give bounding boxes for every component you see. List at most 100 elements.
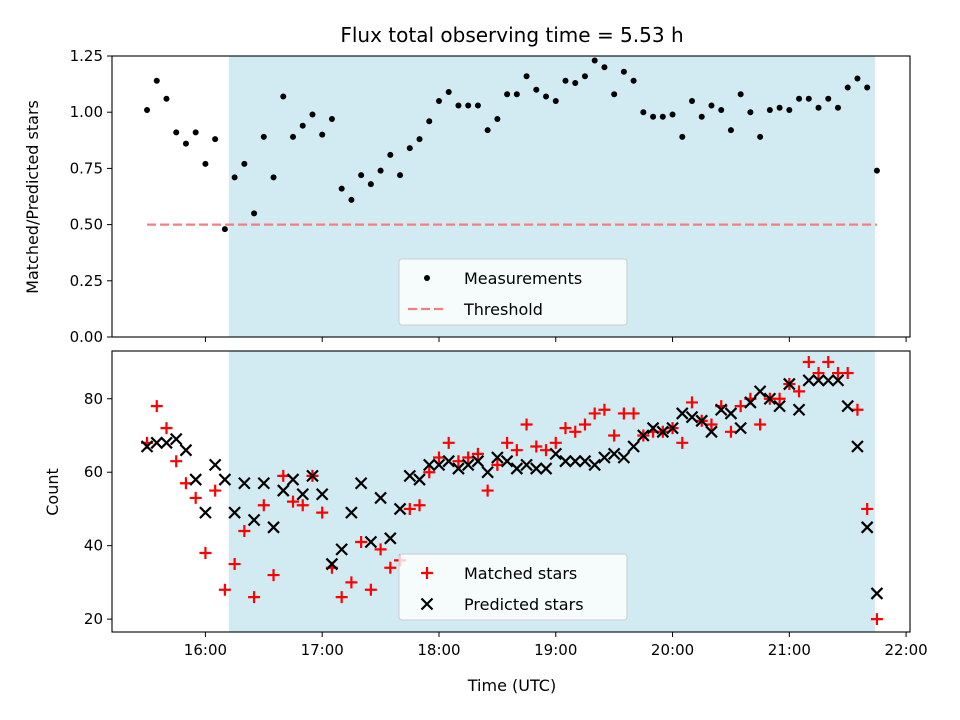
data-point (474, 102, 481, 109)
data-point (718, 106, 725, 113)
data-point (160, 422, 173, 435)
data-point (413, 499, 426, 512)
data-point (588, 407, 601, 420)
data-point (510, 462, 524, 475)
data-point (231, 174, 238, 181)
data-point (864, 84, 871, 91)
data-point (228, 558, 241, 571)
legend: Measurements Threshold (398, 258, 628, 326)
data-point (737, 91, 744, 98)
data-point (685, 410, 699, 424)
data-point (481, 465, 494, 479)
data-point (189, 491, 202, 504)
data-point (533, 86, 540, 93)
data-point (504, 91, 511, 98)
data-point (513, 91, 520, 98)
x-tick-label: 19:00 (534, 641, 577, 659)
data-point (796, 95, 803, 102)
data-point (793, 385, 806, 398)
x-axis-label: Time (UTC) (467, 676, 556, 695)
data-point (296, 487, 310, 501)
data-point (617, 451, 631, 464)
legend-box (398, 258, 628, 326)
data-point (209, 484, 222, 497)
data-point (620, 68, 627, 75)
data-point (753, 385, 767, 398)
data-point (601, 64, 608, 71)
data-point (435, 97, 442, 104)
data-point (296, 499, 309, 512)
data-point (549, 447, 563, 461)
data-point (374, 491, 387, 505)
axes-frame (111, 350, 911, 633)
x-tick-label: 20:00 (651, 641, 694, 659)
data-point (445, 88, 452, 95)
data-point (287, 495, 300, 508)
data-point (747, 109, 754, 116)
data-point (494, 115, 501, 122)
series-measurements (144, 57, 880, 233)
data-point (257, 499, 270, 512)
data-point (530, 462, 543, 475)
data-point (686, 396, 699, 409)
data-point (705, 418, 718, 431)
data-point (608, 429, 621, 442)
data-point (384, 532, 397, 545)
data-point (805, 95, 812, 102)
data-point (173, 129, 180, 136)
legend-marker (424, 275, 430, 281)
data-point (432, 458, 446, 472)
data-point (406, 145, 413, 152)
data-point (656, 425, 670, 439)
data-point (569, 425, 582, 438)
data-point (179, 443, 193, 457)
y-tick-label: 60 (84, 463, 103, 481)
data-point (306, 469, 319, 483)
data-point (491, 451, 504, 464)
data-point (841, 367, 854, 380)
data-point (676, 436, 689, 449)
data-point (290, 133, 297, 140)
data-point (861, 502, 874, 515)
data-point (461, 458, 475, 472)
data-point (170, 455, 183, 468)
data-point (523, 73, 530, 80)
data-point (384, 561, 397, 574)
bottom-panel-counts: 20 40 60 80 16:00 17:00 18:00 19:00 20:00 21:00 22… (84, 350, 928, 659)
data-point (179, 477, 192, 490)
data-point (202, 160, 209, 167)
data-point (338, 185, 345, 192)
legend-label: Measurements (464, 269, 582, 288)
data-point (442, 454, 455, 468)
data-point (646, 421, 660, 435)
data-point (825, 95, 832, 102)
data-point (416, 136, 423, 143)
data-point (520, 418, 533, 431)
data-point (267, 569, 280, 582)
data-point (218, 583, 231, 596)
data-point (452, 462, 465, 475)
data-point (572, 79, 579, 86)
data-point (316, 506, 329, 519)
data-point (319, 131, 326, 138)
data-point (844, 84, 851, 91)
data-point (854, 75, 861, 82)
data-point (640, 109, 647, 116)
data-point (821, 374, 835, 387)
data-point (491, 458, 504, 471)
data-point (218, 473, 232, 486)
data-point (530, 440, 543, 453)
data-point (150, 436, 164, 450)
data-point (432, 451, 445, 464)
data-point (724, 425, 737, 438)
data-point (354, 476, 368, 490)
data-point (153, 77, 160, 84)
data-point (484, 127, 491, 134)
data-point (676, 407, 689, 420)
data-point (192, 129, 199, 136)
data-point (581, 73, 588, 80)
legend-label: Predicted stars (464, 595, 584, 614)
data-point (355, 536, 368, 549)
data-point (627, 440, 640, 453)
